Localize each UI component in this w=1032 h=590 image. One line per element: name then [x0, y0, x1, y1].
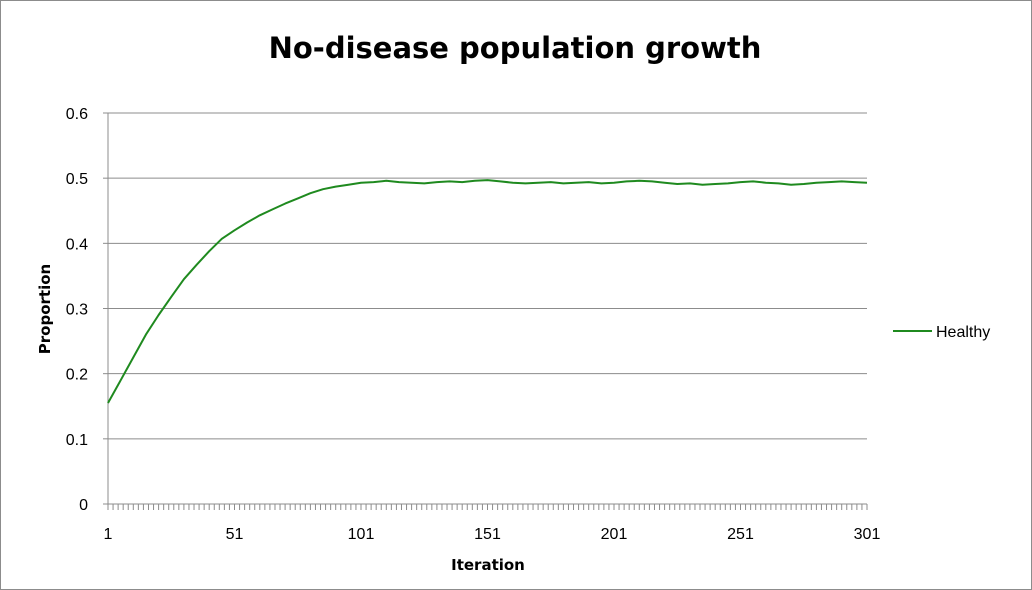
legend-label-healthy: Healthy [936, 324, 990, 341]
x-tick-label: 151 [474, 526, 501, 543]
x-tick-labels: 1 51 101 151 201 251 301 [104, 526, 881, 543]
y-tick-label: 0.1 [66, 432, 88, 449]
y-tick-label: 0.3 [66, 302, 88, 319]
x-tick-label: 251 [727, 526, 754, 543]
x-axis-title: Iteration [451, 556, 525, 574]
chart-title: No-disease population growth [269, 31, 762, 65]
x-tick-label: 1 [104, 526, 113, 543]
y-tick-label: 0.6 [66, 106, 88, 123]
legend: Healthy [893, 324, 990, 341]
y-tick-label: 0.2 [66, 367, 88, 384]
grid [108, 112, 867, 440]
y-tick-labels: 0 0.1 0.2 0.3 0.4 0.5 0.6 [66, 106, 88, 514]
series-layer [107, 179, 868, 404]
axes [103, 112, 868, 510]
series-line-healthy [107, 179, 868, 404]
x-tick-label: 201 [601, 526, 628, 543]
y-tick-label: 0.5 [66, 171, 88, 188]
y-axis-title: Proportion [36, 264, 54, 354]
x-tick-label: 101 [348, 526, 375, 543]
y-tick-label: 0.4 [66, 236, 88, 253]
x-tick-label: 301 [854, 526, 881, 543]
y-tick-label: 0 [79, 497, 88, 514]
x-tick-label: 51 [226, 526, 244, 543]
